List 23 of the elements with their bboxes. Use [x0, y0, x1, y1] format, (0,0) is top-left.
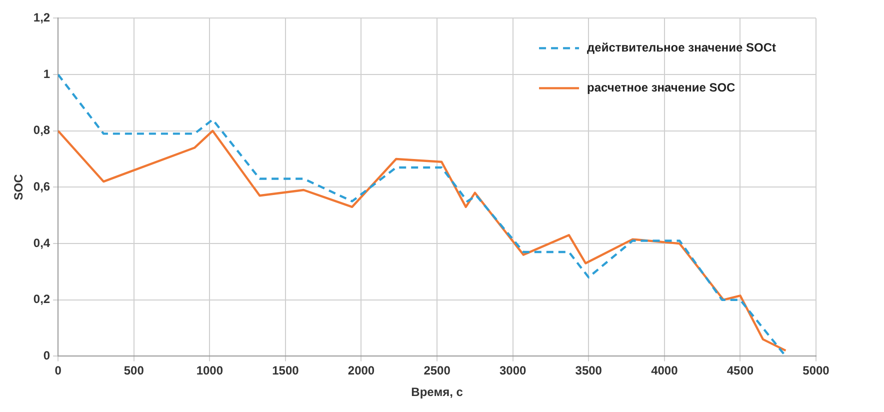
- y-tick-label: 0,8: [33, 123, 50, 138]
- y-tick-label: 1: [43, 66, 50, 81]
- legend-label: действительное значение SOCt: [587, 40, 776, 55]
- x-tick-label: 2000: [348, 364, 375, 378]
- legend-label: расчетное значение SOC: [587, 80, 736, 95]
- x-axis-title: Время, с: [411, 385, 464, 400]
- x-tick-label: 4500: [726, 364, 754, 378]
- x-tick-label: 1500: [272, 364, 300, 378]
- x-tick-label: 0: [54, 364, 62, 378]
- y-tick-label: 0: [43, 348, 50, 363]
- x-tick-label: 3000: [499, 364, 527, 378]
- y-axis-title: SOC: [12, 174, 26, 200]
- y-tick-label: 1,2: [33, 10, 50, 25]
- x-tick-label: 3500: [575, 364, 602, 378]
- y-tick-label: 0,6: [33, 180, 50, 194]
- x-tick-label: 500: [124, 364, 144, 378]
- x-tick-label: 1000: [196, 364, 224, 378]
- line-series: [58, 73, 787, 356]
- y-tick-label: 0,4: [33, 236, 50, 250]
- x-tick-label: 4000: [651, 364, 678, 378]
- y-tick-label: 0,2: [33, 292, 50, 306]
- x-tick-label: 5000: [802, 364, 830, 378]
- x-tick-label: 2500: [424, 364, 451, 378]
